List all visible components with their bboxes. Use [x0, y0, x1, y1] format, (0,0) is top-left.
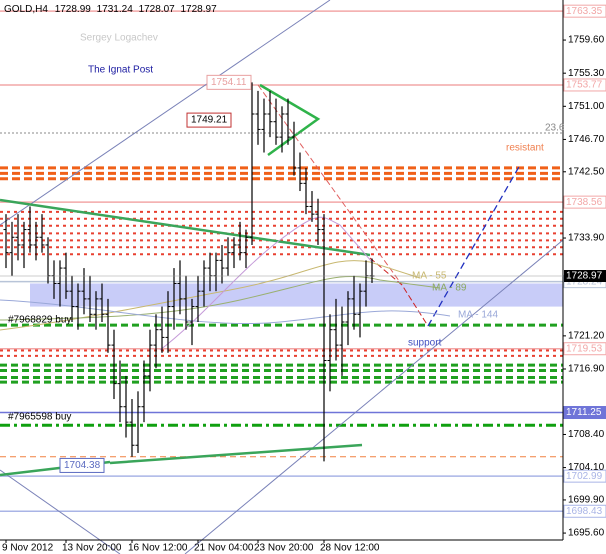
- y-tick-label: 1755.30: [568, 68, 605, 79]
- level-label: 1698.43: [566, 506, 603, 517]
- projection: [427, 164, 521, 327]
- level-label-box: [563, 469, 606, 483]
- y-tick-label: 1704.10: [568, 462, 605, 473]
- annotation: #7968829 buy: [8, 315, 71, 326]
- channel-line: [0, 0, 331, 226]
- level-label-box: [563, 4, 606, 18]
- y-tick-label: 1708.40: [568, 429, 605, 440]
- header-high: 1731.24: [97, 4, 134, 15]
- header-close: 1728.97: [181, 4, 218, 15]
- annotation: MA - 89: [432, 283, 467, 294]
- level-label-box: [563, 78, 606, 92]
- level-label: 1763.35: [566, 6, 603, 17]
- ma-144: [0, 299, 451, 325]
- y-tick-label: 1746.70: [568, 134, 605, 145]
- header-low: 1728.07: [139, 4, 176, 15]
- x-tick-label: 23 Nov 20:00: [254, 543, 314, 554]
- annotation: 23.6: [545, 123, 565, 134]
- annotation: #7965598 buy: [8, 412, 71, 423]
- price-mark: 1704.38: [64, 460, 101, 471]
- price-label: 1728.97: [566, 271, 603, 282]
- y-tick-label: 1699.90: [568, 495, 605, 506]
- level-label: 1702.99: [566, 471, 603, 482]
- x-tick-label: 13 Nov 20:00: [62, 543, 122, 554]
- annotation: MA - 144: [458, 310, 498, 321]
- level-label-box: [563, 406, 606, 420]
- annotation: resistant: [506, 143, 544, 154]
- y-tick-label: 1751.00: [568, 101, 605, 112]
- x-tick-label: 9 Nov 2012: [2, 543, 54, 554]
- x-tick-label: 16 Nov 12:00: [128, 543, 188, 554]
- level-label: 1719.53: [566, 343, 603, 354]
- ma-55: [0, 260, 421, 331]
- triangle: [259, 83, 321, 157]
- price-mark-box: [206, 74, 252, 90]
- level-label: 1711.25: [566, 407, 602, 418]
- level-label-box: [563, 342, 606, 356]
- header-open: 1728.99: [55, 4, 92, 15]
- price-mark: 1754.11: [211, 77, 247, 88]
- y-tick-label: 1742.50: [568, 166, 605, 177]
- band: [30, 283, 563, 307]
- author: Sergey Logachev: [80, 33, 158, 44]
- trend-line: [0, 198, 371, 257]
- trend-line: [109, 443, 363, 465]
- level-label-box: [563, 195, 606, 209]
- blog: The Ignat Post: [88, 65, 153, 76]
- y-tick-label: 1695.60: [568, 528, 605, 539]
- annotation: MA - 55: [412, 271, 447, 282]
- y-tick-label: 1759.60: [568, 35, 605, 46]
- x-tick-label: 28 Nov 12:00: [320, 543, 380, 554]
- level-label: 1753.77: [566, 80, 603, 91]
- ma-89: [0, 275, 441, 321]
- price-mark: 1749.21: [191, 115, 228, 126]
- y-tick-label: 1721.20: [568, 331, 605, 342]
- annotation: support: [408, 338, 442, 349]
- y-tick-label: 1716.90: [568, 364, 605, 375]
- y-tick-label: 1733.90: [568, 233, 605, 244]
- level-label-box: [563, 504, 606, 518]
- x-tick-label: 21 Nov 04:00: [194, 543, 254, 554]
- level-label: 1738.56: [566, 197, 603, 208]
- price-box: [564, 270, 606, 283]
- price-mark-box: [59, 457, 105, 473]
- channel-line: [184, 239, 564, 554]
- price-mark-box: [186, 112, 232, 128]
- symbol: GOLD,H4: [4, 4, 48, 15]
- header: GOLD,H4 1728.99 1731.24 1728.07 1728.97: [4, 4, 217, 15]
- bars: [3, 82, 375, 462]
